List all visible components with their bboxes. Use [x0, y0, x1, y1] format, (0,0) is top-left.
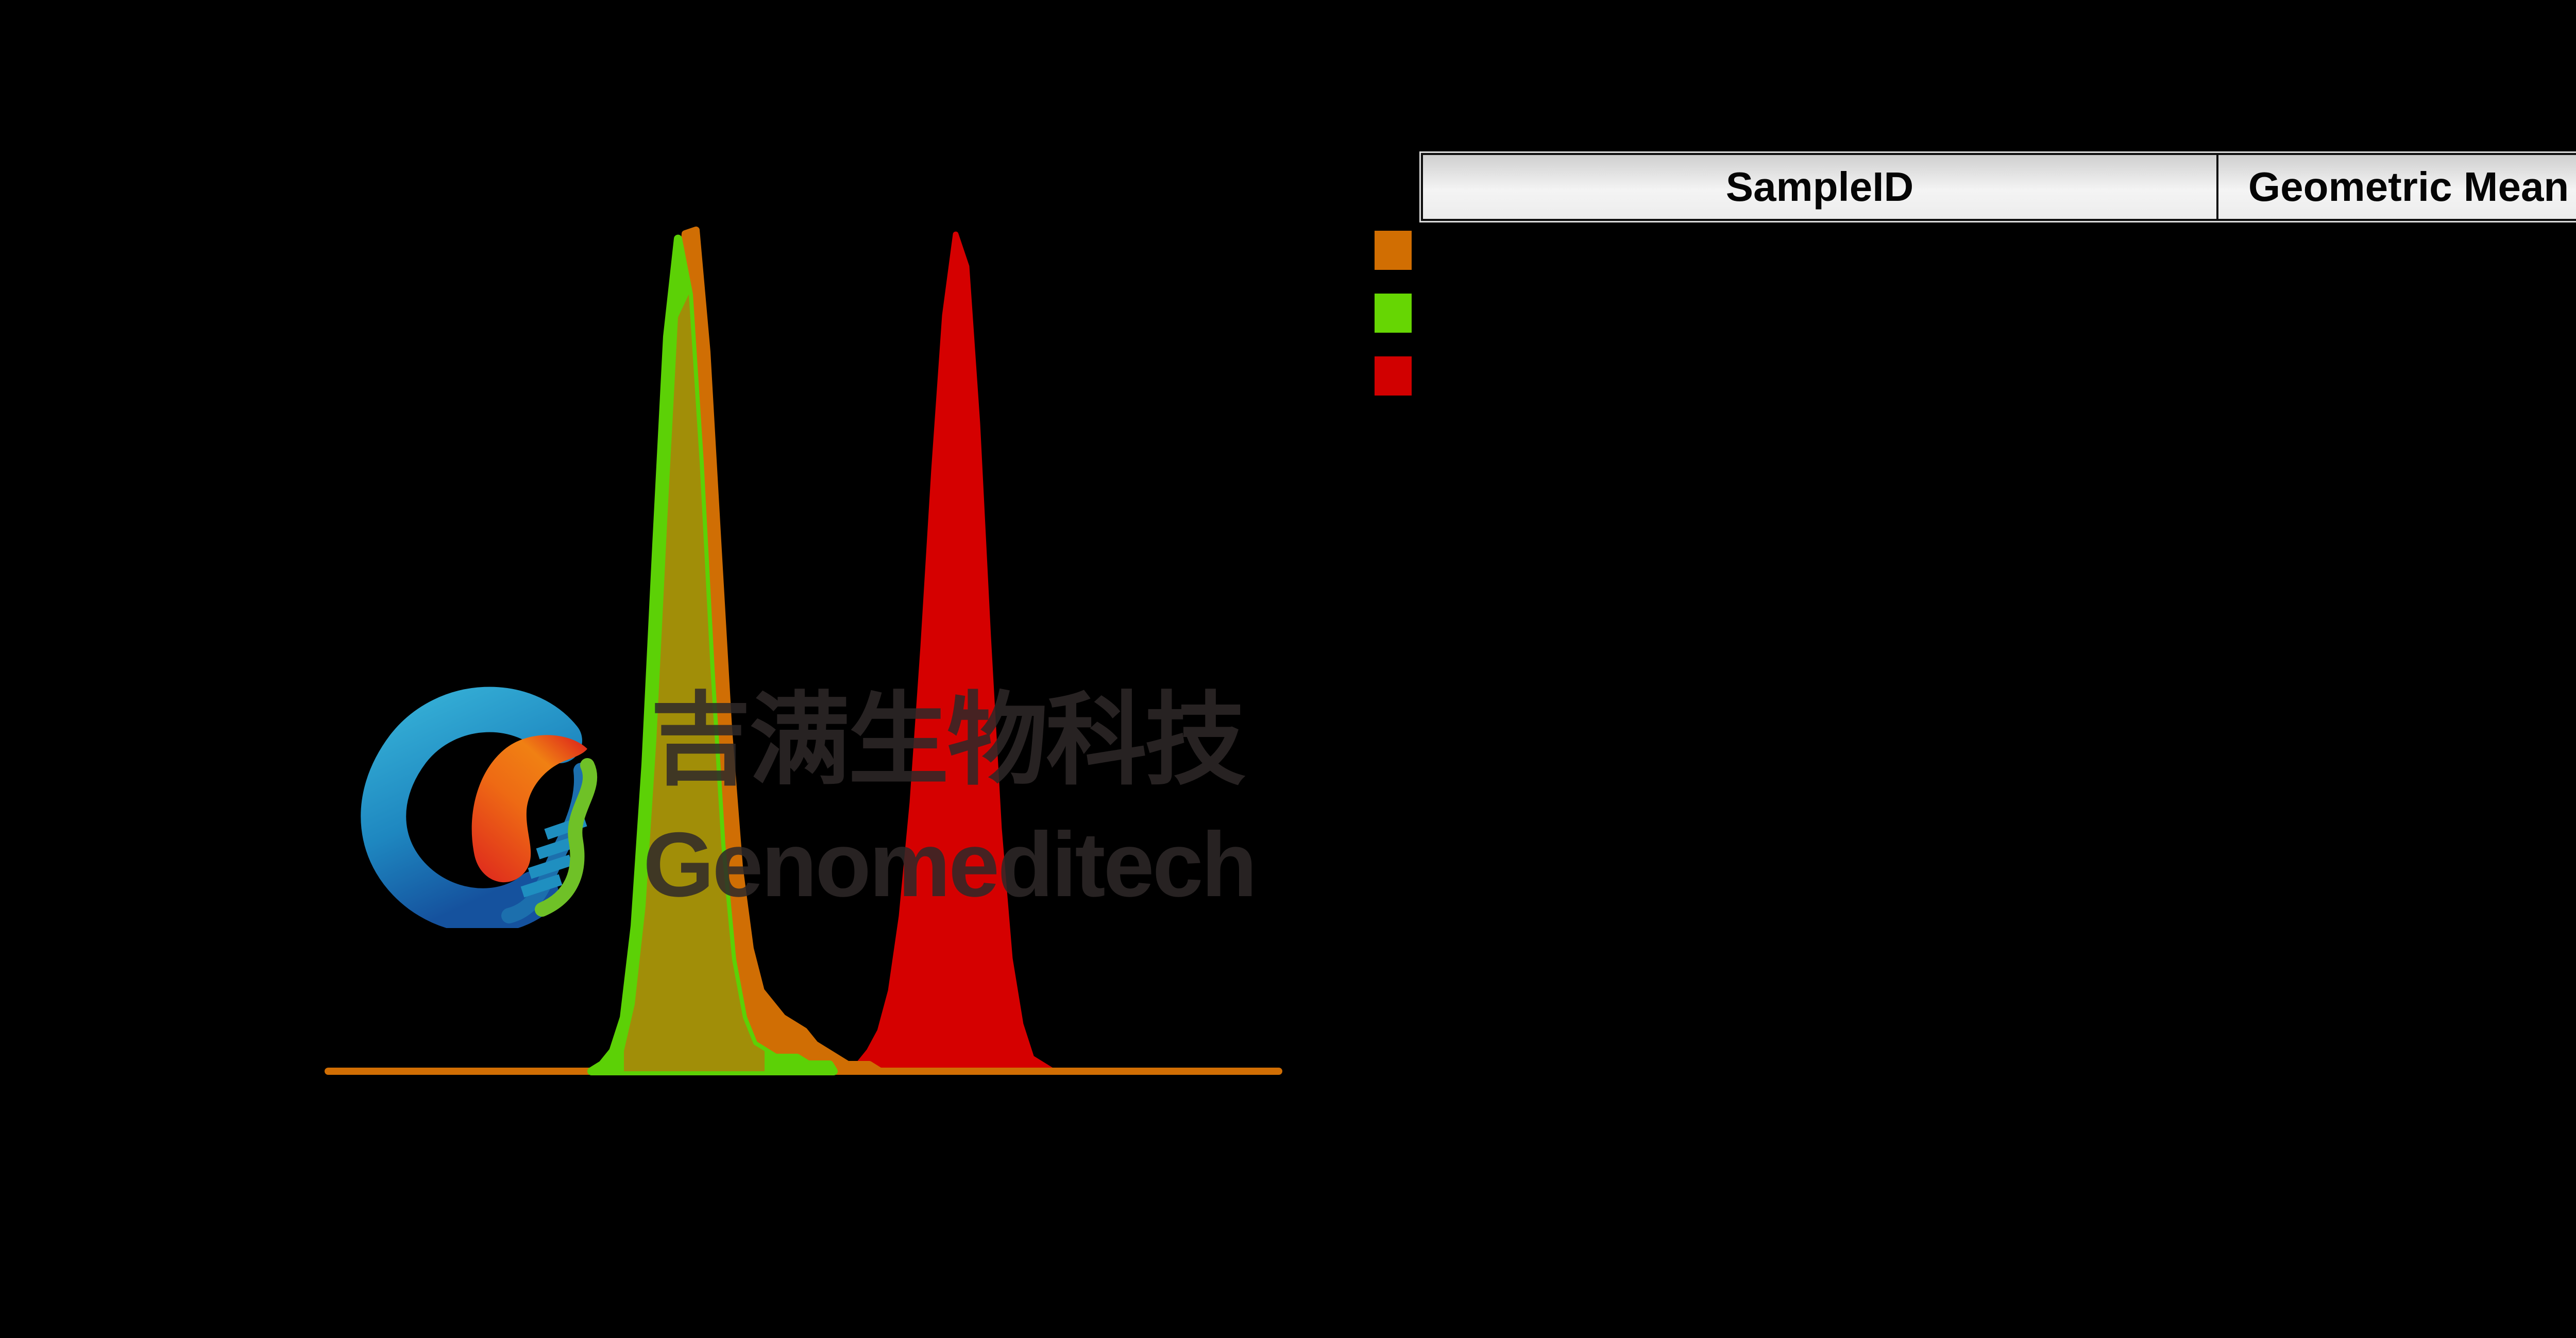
watermark-latin-text: Genomeditech	[643, 813, 1257, 916]
red-histogram-curve	[325, 231, 1282, 1074]
legend-item	[1375, 294, 1412, 356]
watermark-chinese-text: 吉满生物科技	[650, 684, 1246, 797]
column-header-geometric-mean: Geometric Mean : FL11-H	[2218, 155, 2576, 219]
legend-swatch-orange	[1375, 231, 1412, 270]
logo-blue-swirl	[361, 687, 582, 928]
legend-item	[1375, 231, 1412, 294]
genomeditech-logo	[361, 687, 598, 928]
legend-item	[1375, 356, 1412, 419]
legend-swatch-red	[1375, 356, 1412, 396]
legend-swatch-green	[1375, 294, 1412, 333]
logo-green-leaf	[535, 758, 598, 917]
column-header-sampleid: SampleID	[1423, 155, 2218, 219]
orange-histogram-curve	[325, 226, 1282, 1075]
results-table-header: SampleID Geometric Mean : FL11-H	[1419, 151, 2576, 222]
logo-flame	[471, 735, 587, 883]
series-legend	[1375, 231, 1412, 419]
overlap-region	[624, 294, 765, 1071]
